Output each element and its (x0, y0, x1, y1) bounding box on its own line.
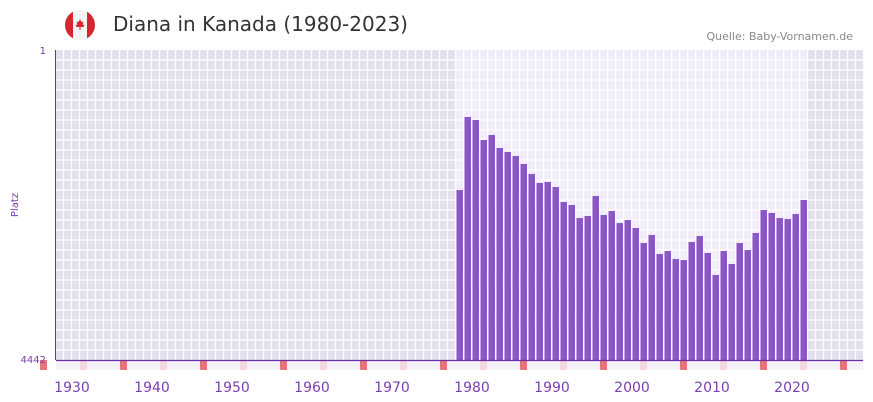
bar-1997 (592, 196, 599, 360)
y-tick-label: 1 (40, 46, 46, 57)
bar-1995 (576, 218, 583, 360)
half-decade-marker (480, 360, 487, 370)
bar-2004 (648, 234, 655, 360)
decade-marker (280, 360, 287, 370)
bar-2019 (768, 212, 775, 360)
bar-2016 (744, 249, 751, 360)
half-decade-marker (800, 360, 807, 370)
bar-2005 (656, 254, 663, 360)
half-decade-marker (160, 360, 167, 370)
half-decade-marker (720, 360, 727, 370)
bar-2009 (688, 242, 695, 360)
bar-1986 (504, 151, 511, 360)
half-decade-marker (320, 360, 327, 370)
half-decade-marker (240, 360, 247, 370)
decade-marker (40, 360, 47, 370)
bar-1985 (496, 148, 503, 360)
decade-marker (360, 360, 367, 370)
x-tick-label: 1940 (134, 380, 170, 396)
x-tick-label: 2000 (614, 380, 650, 396)
source-link[interactable]: Quelle: Baby-Vornamen.de (706, 30, 853, 43)
bar-1987 (512, 156, 519, 360)
bar-2022 (792, 214, 799, 360)
x-tick-label: 1980 (454, 380, 490, 396)
bar-2003 (640, 243, 647, 360)
bar-1981 (464, 117, 471, 360)
bar-2013 (720, 251, 727, 360)
bar-2010 (696, 236, 703, 360)
y-tick-label: 4442 (21, 355, 46, 366)
x-tick-label: 1960 (294, 380, 330, 396)
canada-flag-icon (65, 10, 95, 40)
bar-2000 (616, 223, 623, 360)
bar-2012 (712, 274, 719, 360)
bar-2014 (728, 264, 735, 360)
bar-2006 (664, 251, 671, 360)
x-tick-label: 1950 (214, 380, 250, 396)
decade-marker (840, 360, 847, 370)
bar-1999 (608, 211, 615, 360)
chart-title: Diana in Kanada (1980-2023) (113, 12, 408, 36)
half-decade-marker (400, 360, 407, 370)
bar-2001 (624, 220, 631, 360)
decade-marker (440, 360, 447, 370)
half-decade-marker (640, 360, 647, 370)
half-decade-marker (80, 360, 87, 370)
bar-1996 (584, 215, 591, 360)
bar-1991 (544, 181, 551, 360)
x-tick-label: 1930 (54, 380, 90, 396)
decade-marker (120, 360, 127, 370)
x-tick-label: 1970 (374, 380, 410, 396)
bar-1993 (560, 202, 567, 360)
bar-1988 (520, 163, 527, 360)
bar-2021 (784, 218, 791, 360)
bar-2023 (800, 200, 807, 360)
bar-2007 (672, 258, 679, 360)
decade-marker (680, 360, 687, 370)
bar-1992 (552, 187, 559, 360)
x-tick-label: 2010 (694, 380, 730, 396)
bar-2017 (752, 233, 759, 360)
bar-1998 (600, 215, 607, 360)
decade-marker (600, 360, 607, 370)
bar-1982 (472, 120, 479, 360)
decade-marker (200, 360, 207, 370)
half-decade-marker (560, 360, 567, 370)
bar-2002 (632, 228, 639, 360)
bar-1980 (456, 190, 463, 360)
bar-2008 (680, 260, 687, 360)
decade-marker (760, 360, 767, 370)
bar-2020 (776, 218, 783, 360)
bar-1994 (568, 205, 575, 360)
bar-2015 (736, 243, 743, 360)
bar-1984 (488, 135, 495, 360)
year-strip (56, 360, 863, 370)
y-axis-label: Platz (10, 193, 21, 217)
bar-1990 (536, 182, 543, 360)
plot-bg-outside (808, 50, 863, 360)
bar-1983 (480, 139, 487, 360)
bar-1989 (528, 173, 535, 360)
x-tick-label: 1990 (534, 380, 570, 396)
bar-2011 (704, 252, 711, 360)
x-tick-label: 2020 (774, 380, 810, 396)
bar-2018 (760, 209, 767, 360)
decade-marker (520, 360, 527, 370)
